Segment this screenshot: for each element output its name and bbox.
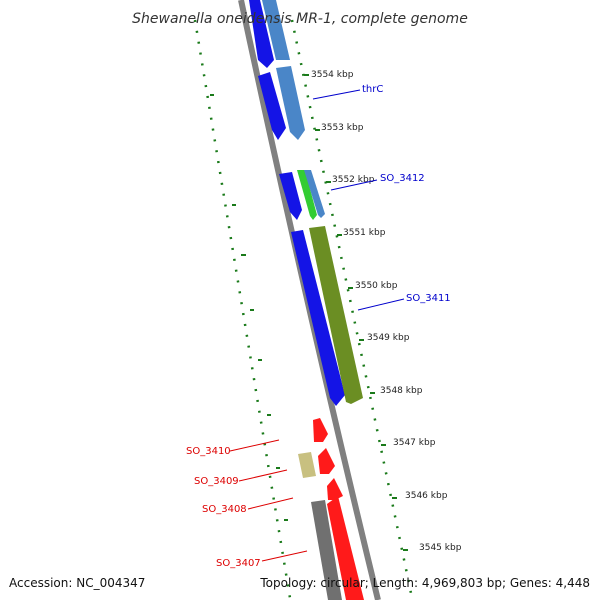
kbp-label: 3549 kbp (367, 333, 410, 343)
cds-reverse-2 (318, 448, 335, 474)
kbp-label: 3547 kbp (393, 438, 436, 448)
feature-khaki (298, 452, 316, 478)
kbp-label: 3550 kbp (355, 281, 398, 291)
label-leader (261, 550, 308, 562)
gene-label-thrc[interactable]: thrC (362, 84, 383, 95)
cds-forward-3 (279, 172, 302, 220)
accession-label: Accession: NC_004347 (9, 576, 145, 590)
feature-grey (311, 500, 342, 600)
cds-reverse-1 (313, 418, 328, 442)
gene-label-so-3409[interactable]: SO_3409 (194, 476, 239, 487)
kbp-label: 3552 kbp (332, 175, 375, 185)
kbp-label: 3551 kbp (343, 228, 386, 238)
gene-label-so-3410[interactable]: SO_3410 (186, 446, 231, 457)
reverse-gene-labels: SO_3410 SO_3409 SO_3408 SO_3407 (186, 439, 308, 569)
kbp-label: 3545 kbp (419, 543, 462, 553)
gene-label-so-3408[interactable]: SO_3408 (202, 504, 247, 515)
gene-label-so-3407[interactable]: SO_3407 (216, 558, 261, 569)
map-title: Shewanella oneidensis MR-1, complete gen… (132, 11, 468, 27)
kbp-label: 3548 kbp (380, 386, 423, 396)
cds-forward-2 (258, 72, 286, 140)
cds-forward-frame2-2 (276, 66, 305, 140)
kbp-label: 3554 kbp (311, 70, 354, 80)
cds-reverse-3 (327, 478, 343, 500)
gene-label-so-3412[interactable]: SO_3412 (380, 173, 425, 184)
label-leader (247, 497, 294, 510)
cds-forward-frame2-1 (262, 0, 290, 60)
cds-forward-frame2-3 (304, 170, 325, 218)
feature-olive-long (309, 226, 363, 404)
cds-reverse-4 (327, 496, 364, 600)
cds-forward-1 (249, 0, 274, 68)
feature-green (297, 170, 317, 220)
kbp-label: 3546 kbp (405, 491, 448, 501)
label-leader (357, 298, 405, 311)
cds-forward-4 (291, 230, 345, 406)
kbp-scale: 3554 kbp 3553 kbp 3552 kbp 3551 kbp 3550… (311, 70, 462, 553)
genome-stats-label: Topology: circular; Length: 4,969,803 bp… (259, 576, 590, 590)
label-leader (312, 89, 361, 100)
reverse-strand-features (298, 418, 364, 600)
forward-gene-labels: thrC SO_3412 SO_3411 (312, 84, 451, 311)
label-leader (330, 179, 378, 191)
gc-skew-track-right (290, 19, 414, 599)
gene-label-so-3411[interactable]: SO_3411 (406, 293, 451, 304)
label-leader (229, 439, 280, 452)
gc-skew-track-left (193, 19, 292, 599)
label-leader (238, 469, 288, 482)
kbp-label: 3553 kbp (321, 123, 364, 133)
forward-strand-features (249, 0, 363, 406)
